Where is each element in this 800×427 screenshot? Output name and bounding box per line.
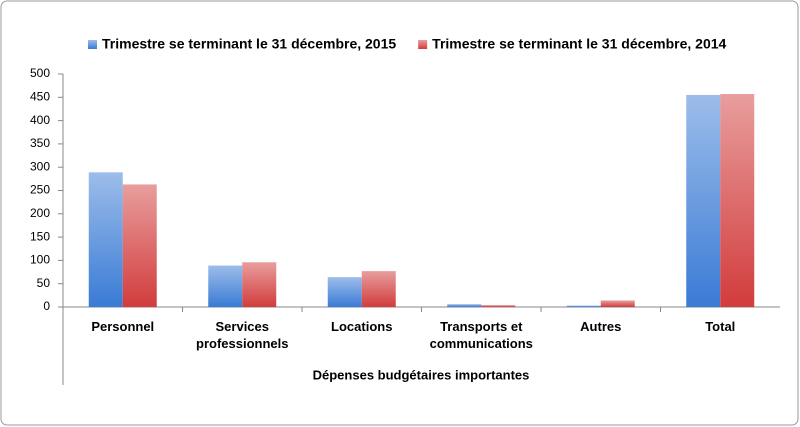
x-tick-label: Locations bbox=[331, 319, 393, 334]
bar bbox=[566, 305, 601, 307]
bar bbox=[686, 94, 721, 307]
bar bbox=[481, 305, 516, 307]
y-tick-label: 450 bbox=[30, 89, 50, 103]
y-tick-label: 0 bbox=[43, 299, 50, 313]
bar bbox=[447, 304, 482, 307]
x-tick-label: Autres bbox=[580, 319, 622, 334]
y-tick-label: 500 bbox=[30, 66, 50, 80]
x-tick-label: Services professionnels bbox=[196, 319, 289, 351]
y-tick-label: 150 bbox=[30, 229, 50, 243]
x-tick-label: Transports et communications bbox=[429, 319, 533, 351]
bar bbox=[88, 172, 123, 307]
legend-swatch bbox=[88, 40, 97, 49]
y-tick-label: 100 bbox=[30, 253, 50, 267]
bar bbox=[720, 94, 755, 308]
y-tick-label: 300 bbox=[30, 159, 50, 173]
bar bbox=[361, 271, 396, 307]
legend-label: Trimestre se terminant le 31 décembre, 2… bbox=[102, 36, 396, 52]
bar bbox=[242, 262, 277, 307]
bar bbox=[208, 265, 243, 307]
y-tick-label: 200 bbox=[30, 206, 50, 220]
x-tick-label: Total bbox=[705, 319, 736, 334]
x-tick-label: Personnel bbox=[91, 319, 155, 334]
y-tick-label: 400 bbox=[30, 113, 50, 127]
bar bbox=[327, 277, 362, 307]
x-axis-title: Dépenses budgétaires importantes bbox=[313, 367, 530, 382]
bar bbox=[122, 184, 157, 307]
y-tick-label: 50 bbox=[37, 276, 51, 290]
y-tick-label: 350 bbox=[30, 136, 50, 150]
legend-swatch bbox=[418, 40, 428, 49]
bar bbox=[600, 300, 635, 307]
y-tick-label: 250 bbox=[30, 183, 50, 197]
legend-label: Trimestre se terminant le 31 décembre, 2… bbox=[432, 36, 726, 52]
